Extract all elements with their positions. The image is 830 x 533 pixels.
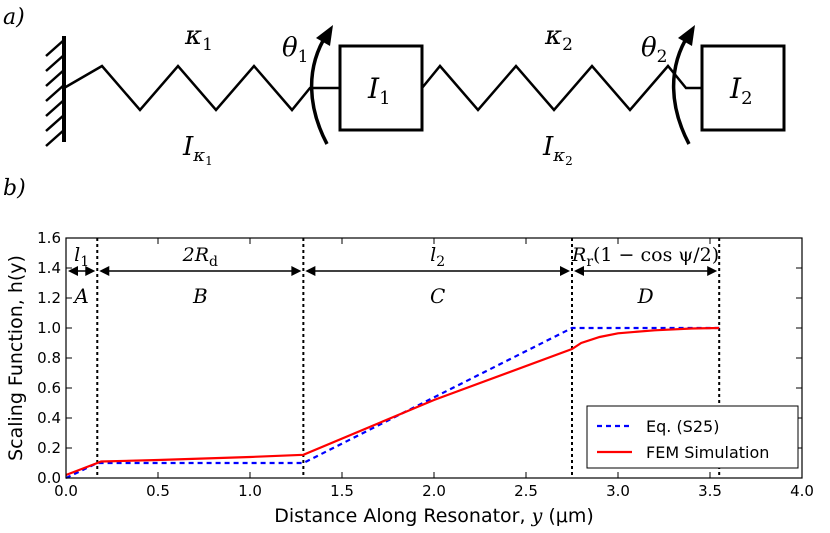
plot-frame [65, 237, 803, 479]
x-tick-label: 0.0 [54, 482, 78, 500]
region-span-label: Rr(1 − cos ψ/2) [571, 244, 719, 270]
mass-2-label: I2 [729, 72, 753, 109]
x-tick-label: 2.0 [422, 482, 446, 500]
legend-entry: FEM Simulation [646, 443, 769, 462]
i-kappa-1-label: Iκ1 [182, 132, 213, 168]
panel-label-b: b) [3, 176, 26, 201]
x-tick-label: 1.0 [238, 482, 262, 500]
y-tick-label: 1.0 [37, 319, 61, 337]
x-axis-label: Distance Along Resonator, y (μm) [274, 505, 594, 527]
spring-2 [421, 64, 702, 112]
y-tick-label: 0.0 [37, 469, 61, 487]
x-tick-label: 3.5 [698, 482, 722, 500]
theta-2-arrow [671, 33, 691, 145]
y-tick-label: 0.8 [37, 349, 61, 367]
span-arrowhead [99, 266, 110, 276]
y-tick-label: 0.2 [37, 439, 61, 457]
region-span-label: l2 [430, 244, 445, 270]
legend-entry: Eq. (S25) [646, 417, 719, 436]
y-tick-label: 1.2 [37, 289, 61, 307]
legend-box [586, 405, 799, 469]
y-axis-label: Scaling Function, h(y) [5, 255, 27, 461]
span-arrowhead [291, 266, 302, 276]
theta-1-arrow [309, 33, 329, 145]
x-tick-label: 0.5 [146, 482, 170, 500]
region-span-label: l1 [74, 244, 89, 270]
region-letter: C [430, 284, 445, 308]
span-arrowhead [305, 266, 316, 276]
series-fem-line [65, 326, 720, 477]
y-tick-label: 0.6 [37, 379, 61, 397]
kappa-2-label: κ2 [544, 21, 573, 55]
x-tick-label: 2.5 [514, 482, 538, 500]
theta-2-arrowhead [678, 25, 695, 46]
y-tick-label: 1.4 [37, 259, 61, 277]
schematic-panel: a) κ1 κ2 θ1 θ2 I1 I2 Iκ1 [3, 5, 786, 168]
span-arrowhead [560, 266, 570, 276]
region-letter: A [72, 284, 88, 308]
wall-hatching [45, 39, 65, 147]
y-tick-label: 0.4 [37, 409, 61, 427]
x-tick-label: 3.0 [606, 482, 630, 500]
region-letter: B [192, 284, 208, 308]
span-arrowhead [707, 266, 718, 276]
spring-1 [63, 64, 340, 112]
mass-1-label: I1 [367, 72, 391, 109]
y-tick-label: 1.6 [37, 229, 61, 247]
region-letter: D [637, 284, 654, 308]
mass-2-box [700, 44, 786, 132]
region-span-label: 2Rd [182, 244, 218, 270]
x-tick-label: 1.5 [330, 482, 354, 500]
span-arrowhead [85, 266, 96, 276]
chart-area: 0.0 0.5 1.0 1.5 2.0 2.5 3.0 3.5 4.0 0.0 0.2 0.4 0.6 0… [5, 229, 814, 527]
legend: Eq. (S25) FEM Simulation [586, 405, 799, 469]
theta-2-label: θ2 [641, 33, 667, 67]
theta-1-arrowhead [316, 25, 333, 46]
kappa-1-label: κ1 [184, 21, 213, 55]
span-arrowhead [68, 266, 78, 276]
theta-1-label: θ1 [282, 33, 308, 67]
i-kappa-2-label: Iκ2 [542, 132, 573, 168]
x-tick-label: 4.0 [790, 482, 814, 500]
panel-label-a: a) [3, 5, 25, 30]
span-arrowhead [574, 266, 584, 276]
